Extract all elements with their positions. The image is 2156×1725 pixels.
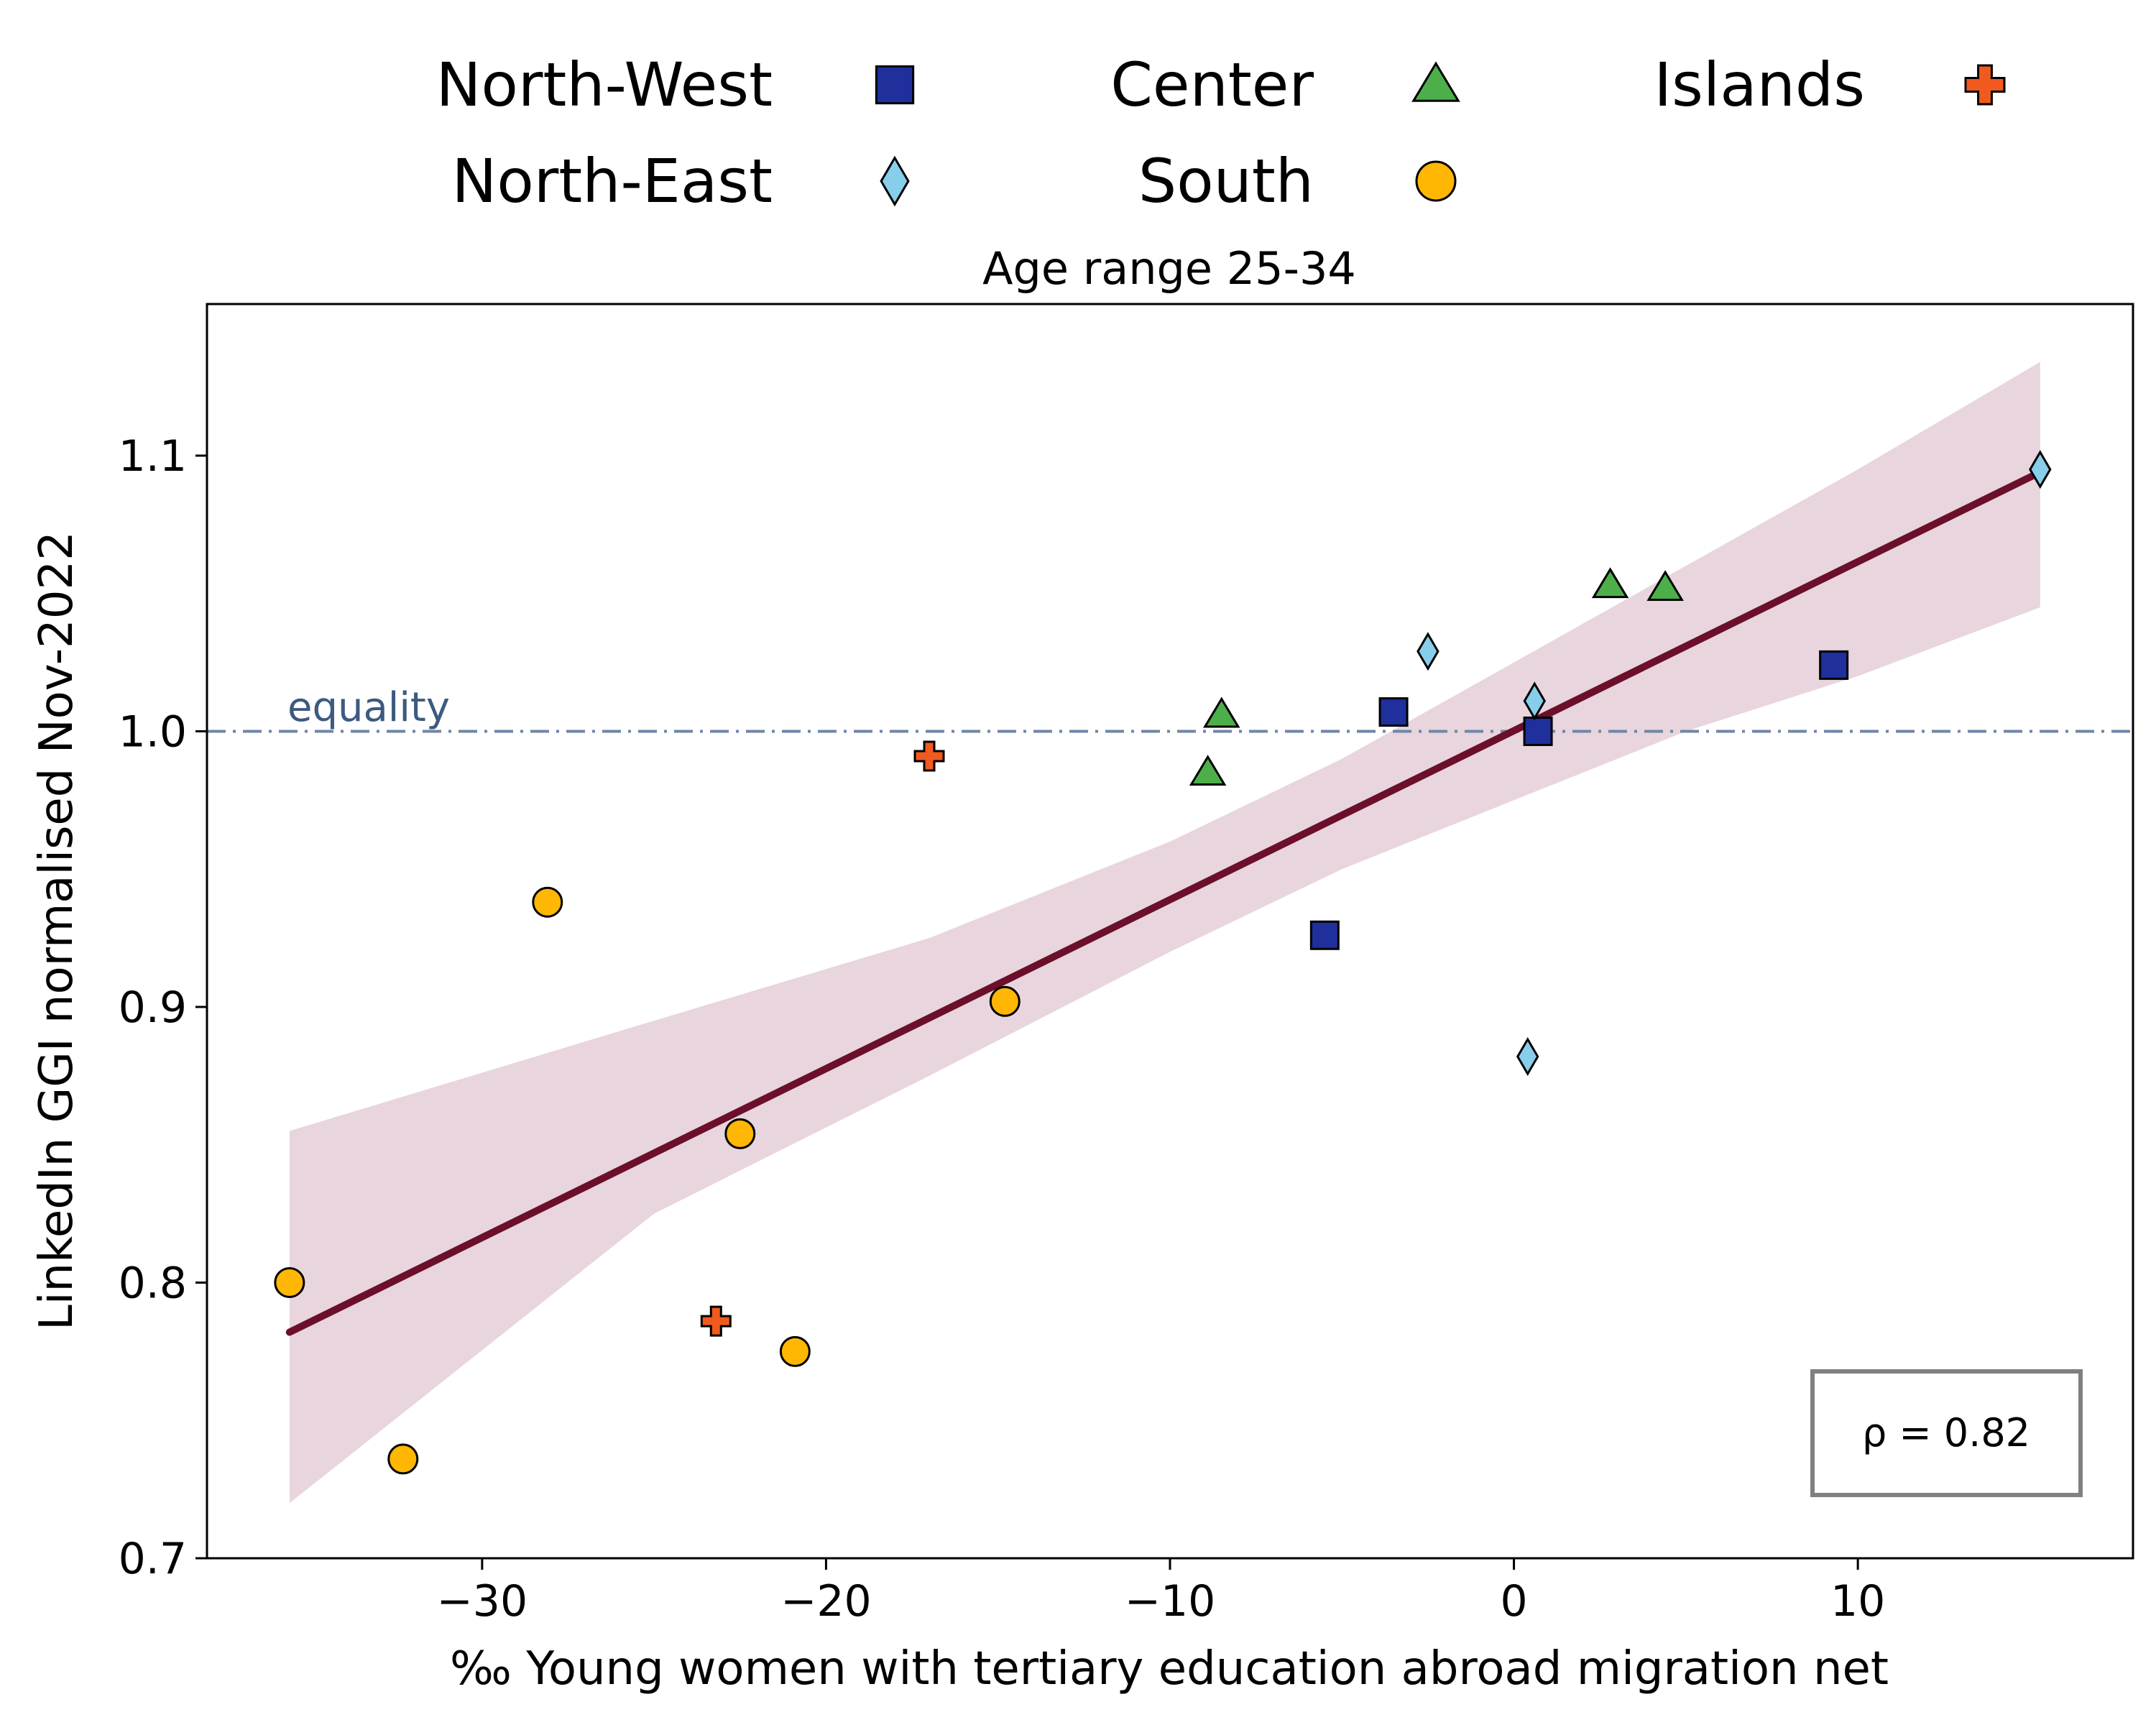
- y-tick-label: 1.0: [119, 707, 187, 757]
- correlation-label: ρ = 0.82: [1862, 1410, 2030, 1455]
- legend-marker-center: [1411, 61, 1460, 102]
- point-north-west-2: [1378, 697, 1409, 727]
- point-north-east-4: [2029, 450, 2052, 489]
- point-north-east-2: [1523, 681, 1547, 721]
- point-islands-1: [700, 1305, 732, 1337]
- point-islands-2: [913, 740, 945, 772]
- x-tick-label: 0: [1500, 1576, 1527, 1627]
- x-axis-title: ‰ Young women with tertiary education ab…: [450, 1642, 1889, 1696]
- point-south-2: [387, 1443, 419, 1475]
- point-south-5: [779, 1335, 811, 1367]
- legend-marker-north-west: [875, 65, 915, 105]
- regression-line: [285, 468, 2044, 1336]
- equality-label: equality: [287, 684, 450, 731]
- point-north-east-1: [1416, 632, 1439, 671]
- legend-label-north-west: North-West: [436, 50, 773, 120]
- point-north-west-4: [1819, 650, 1849, 680]
- point-center-1: [1189, 755, 1227, 786]
- legend-marker-north-east: [880, 155, 910, 207]
- correlation-box-frame: [1810, 1369, 2083, 1497]
- data-points-layer: [274, 450, 2052, 1475]
- y-axis-title: LinkedIn GGI normalised Nov-2022: [30, 531, 83, 1330]
- confidence-band: [289, 362, 2040, 1504]
- x-tick-label: −10: [1125, 1576, 1216, 1627]
- regression-line-layer: [285, 468, 2044, 1336]
- point-south-4: [724, 1118, 756, 1149]
- point-north-east-3: [1516, 1037, 1539, 1076]
- legend-label-center: Center: [1110, 50, 1314, 120]
- confidence-band-layer: [289, 362, 2040, 1504]
- x-tick-label: −30: [437, 1576, 528, 1627]
- legend: North-West North-East Center South Islands: [436, 50, 2006, 216]
- legend-marker-south: [1415, 160, 1457, 202]
- point-north-west-3: [1523, 716, 1553, 746]
- y-tick-label: 0.7: [119, 1534, 187, 1584]
- point-south-6: [989, 985, 1021, 1017]
- y-tick-label: 1.1: [119, 431, 187, 482]
- point-south-1: [274, 1266, 305, 1298]
- point-center-4: [1646, 570, 1684, 602]
- legend-marker-islands: [1964, 64, 2006, 106]
- legend-label-south: South: [1138, 146, 1314, 216]
- ticks-layer: −30 −20 −10 0 10 0.7 0.8 0.9 1.0 1.1: [119, 431, 1886, 1627]
- point-center-2: [1203, 696, 1240, 728]
- point-center-3: [1591, 567, 1629, 599]
- correlation-box: ρ = 0.82: [1810, 1369, 2083, 1497]
- point-north-west-1: [1309, 920, 1340, 950]
- y-tick-label: 0.9: [119, 983, 187, 1033]
- legend-label-islands: Islands: [1654, 50, 1865, 120]
- chart-title: Age range 25-34: [982, 242, 1356, 295]
- x-tick-label: 10: [1830, 1576, 1885, 1627]
- legend-label-north-east: North-East: [452, 146, 773, 216]
- y-tick-label: 0.8: [119, 1258, 187, 1308]
- x-tick-label: −20: [780, 1576, 872, 1627]
- point-south-3: [532, 886, 563, 918]
